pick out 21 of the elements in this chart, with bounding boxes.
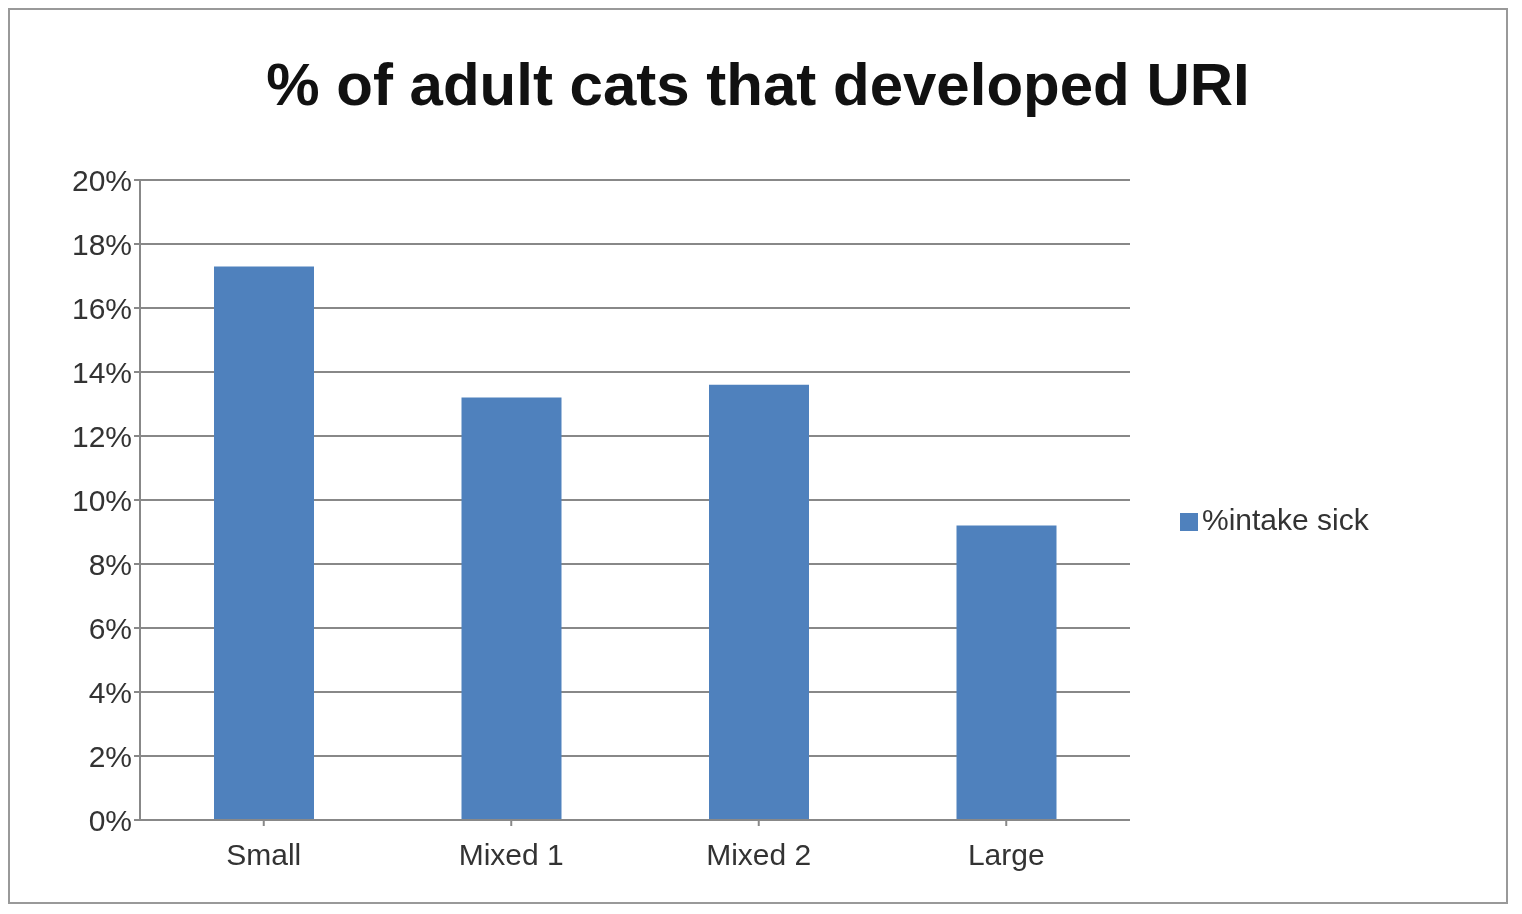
x-tick-label: Large	[967, 838, 1045, 872]
x-tick-label: Small	[226, 838, 302, 872]
y-tick-label: 4%	[88, 675, 132, 709]
chart-title: % of adult cats that developed URI	[265, 50, 1251, 120]
y-tick-label: 14%	[71, 355, 132, 389]
y-tick-label: 0%	[88, 803, 132, 837]
x-tick-label: Mixed 2	[706, 838, 812, 872]
y-tick-label: 12%	[71, 419, 132, 453]
y-tick-label: 20%	[71, 163, 132, 197]
legend-label: %intake sick	[1202, 503, 1369, 536]
bar	[956, 525, 1057, 820]
bar	[461, 397, 562, 820]
y-tick-label: 2%	[88, 739, 132, 773]
y-tick-label: 10%	[71, 483, 132, 517]
y-tick-label: 8%	[88, 547, 132, 581]
bar	[709, 384, 809, 820]
x-tick-label: Mixed 1	[458, 838, 564, 872]
bar	[214, 266, 314, 820]
y-tick-label: 16%	[71, 291, 132, 325]
y-tick-label: 6%	[88, 611, 132, 645]
y-tick-label: 18%	[71, 227, 132, 261]
